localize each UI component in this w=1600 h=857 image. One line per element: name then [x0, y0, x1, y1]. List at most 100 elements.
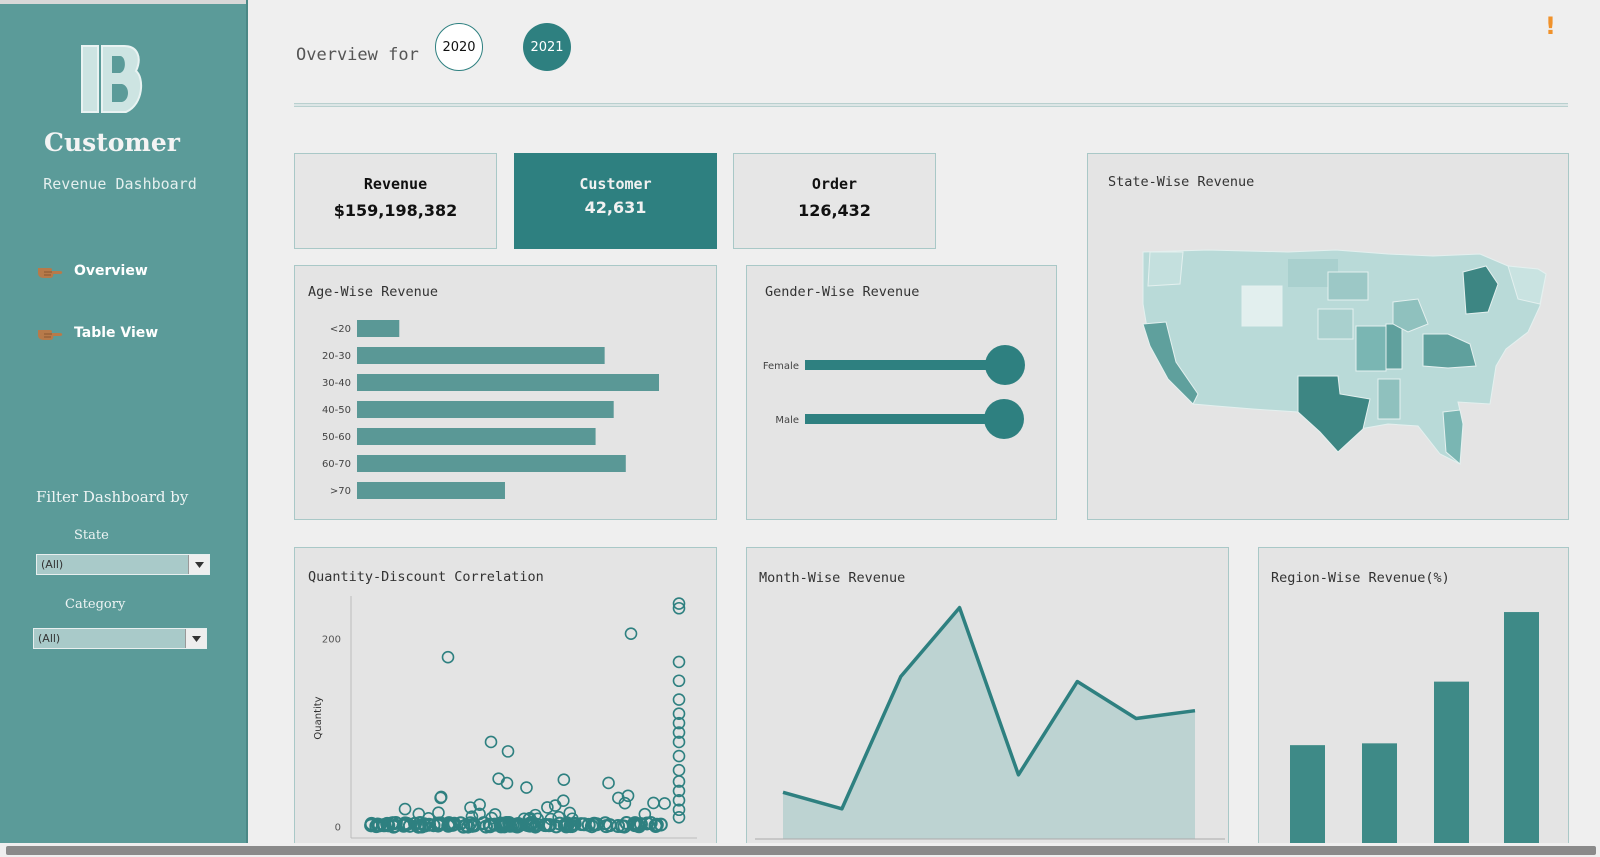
- scatter-point: [456, 819, 471, 834]
- gender-panel: Gender-Wise Revenue Female Male: [746, 265, 1057, 520]
- month-area-chart: [755, 605, 1225, 840]
- scatter-point: [552, 810, 566, 824]
- category-select-value: (All): [38, 632, 61, 645]
- scatter-point: [618, 796, 632, 810]
- scatter-point: [485, 811, 498, 825]
- scatter-point: [517, 812, 531, 826]
- page-title: Overview for: [296, 45, 419, 65]
- header-divider: [294, 103, 1568, 107]
- kpi-customer-value: 42,631: [584, 198, 647, 217]
- scatter-point: [581, 817, 596, 832]
- region-bar: [1362, 743, 1397, 848]
- scatter-panel-title: Quantity-Discount Correlation: [308, 569, 544, 585]
- scatter-point: [602, 818, 617, 833]
- region-panel-title: Region-Wise Revenue(%): [1271, 570, 1450, 586]
- exclamation-icon[interactable]: !: [1545, 12, 1556, 40]
- state-select-value: (All): [41, 558, 64, 571]
- horizontal-scrollbar[interactable]: [0, 843, 1600, 857]
- year-2021-button[interactable]: 2021: [523, 23, 571, 71]
- scatter-point: [541, 801, 554, 814]
- age-tick-label: 50-60: [322, 432, 351, 443]
- scatter-point: [638, 807, 652, 821]
- us-state-map[interactable]: [1088, 154, 1568, 519]
- sidebar: Customer Revenue Dashboard Overview Tabl…: [0, 0, 248, 843]
- scatter-point: [602, 776, 615, 790]
- scatter-point: [672, 601, 686, 615]
- scatter-point: [672, 775, 686, 788]
- nav-overview-label: Overview: [74, 263, 148, 279]
- age-tick-label: >70: [330, 486, 351, 497]
- scatter-point: [488, 808, 502, 821]
- year-2020-button[interactable]: 2020: [435, 23, 483, 71]
- kpi-order[interactable]: Order 126,432: [733, 153, 936, 249]
- scatter-point: [672, 716, 686, 730]
- filter-state-label: State: [74, 528, 109, 543]
- scatter-point: [412, 807, 426, 821]
- scatter-point: [500, 776, 514, 790]
- scatter-point: [672, 794, 686, 807]
- scatter-point: [611, 819, 626, 834]
- age-tick-label: 40-50: [322, 405, 351, 416]
- scatter-point: [672, 726, 686, 739]
- kpi-customer[interactable]: Customer 42,631: [514, 153, 717, 249]
- age-bar: [357, 455, 626, 472]
- scatter-point: [672, 707, 686, 721]
- scatter-point: [632, 819, 647, 834]
- scatter-point: [672, 810, 686, 824]
- gender-tick-label: Male: [775, 415, 799, 426]
- scatter-point: [544, 812, 558, 826]
- nav-overview[interactable]: Overview: [36, 262, 148, 280]
- scatter-point: [672, 693, 686, 706]
- age-bar: [357, 482, 505, 499]
- scatter-point: [565, 812, 579, 826]
- filter-category-label: Category: [65, 597, 126, 612]
- scatter-y-axis-label: Quantity: [313, 696, 324, 739]
- nav-table-view[interactable]: Table View: [36, 324, 158, 342]
- scatter-point: [557, 773, 571, 787]
- scatter-point: [473, 798, 486, 811]
- state-select[interactable]: (All): [36, 554, 210, 575]
- quantity-discount-scatter: 0 200 Quantity: [313, 596, 697, 839]
- scatter-point: [647, 796, 660, 810]
- age-bar: [357, 320, 400, 337]
- age-bar: [357, 428, 596, 445]
- gender-dot: [985, 345, 1025, 385]
- scatter-point: [672, 674, 686, 688]
- pointing-hand-icon: [38, 268, 63, 278]
- chevron-down-icon[interactable]: [188, 555, 209, 574]
- kpi-revenue[interactable]: Revenue $159,198,382: [294, 153, 497, 249]
- pointing-hand-icon: [38, 330, 63, 340]
- scatter-point: [649, 817, 664, 832]
- month-panel: Month-Wise Revenue: [746, 547, 1229, 852]
- region-bar: [1504, 612, 1539, 848]
- filter-title: Filter Dashboard by: [36, 488, 189, 506]
- scatter-point: [507, 818, 522, 833]
- kpi-order-value: 126,432: [798, 201, 871, 220]
- ib-logo-icon: [81, 45, 143, 113]
- scrollbar-thumb[interactable]: [6, 846, 1596, 855]
- scatter-point: [441, 650, 455, 664]
- scatter-point: [422, 817, 437, 832]
- age-panel-title: Age-Wise Revenue: [308, 284, 439, 300]
- scatter-point: [563, 806, 577, 820]
- scatter-point: [498, 817, 513, 832]
- age-bar: [357, 374, 659, 391]
- scatter-point: [464, 801, 477, 814]
- scatter-point: [672, 763, 686, 777]
- age-tick-label: <20: [330, 324, 351, 335]
- scatter-point: [672, 784, 686, 798]
- scatter-point: [672, 803, 686, 817]
- kpi-revenue-value: $159,198,382: [333, 201, 458, 220]
- month-panel-title: Month-Wise Revenue: [759, 570, 906, 586]
- scatter-y-tick-label: 0: [335, 823, 341, 834]
- scatter-point: [432, 806, 445, 820]
- scatter-point: [522, 812, 536, 826]
- chevron-down-icon[interactable]: [185, 629, 206, 648]
- scatter-point: [492, 772, 505, 785]
- category-select[interactable]: (All): [33, 628, 207, 649]
- age-bar: [357, 347, 605, 364]
- region-bar-chart: [1290, 612, 1539, 848]
- scatter-panel: Quantity-Discount Correlation 0 200 Quanti…: [294, 547, 717, 852]
- age-tick-label: 30-40: [322, 378, 351, 389]
- kpi-customer-label: Customer: [579, 175, 652, 193]
